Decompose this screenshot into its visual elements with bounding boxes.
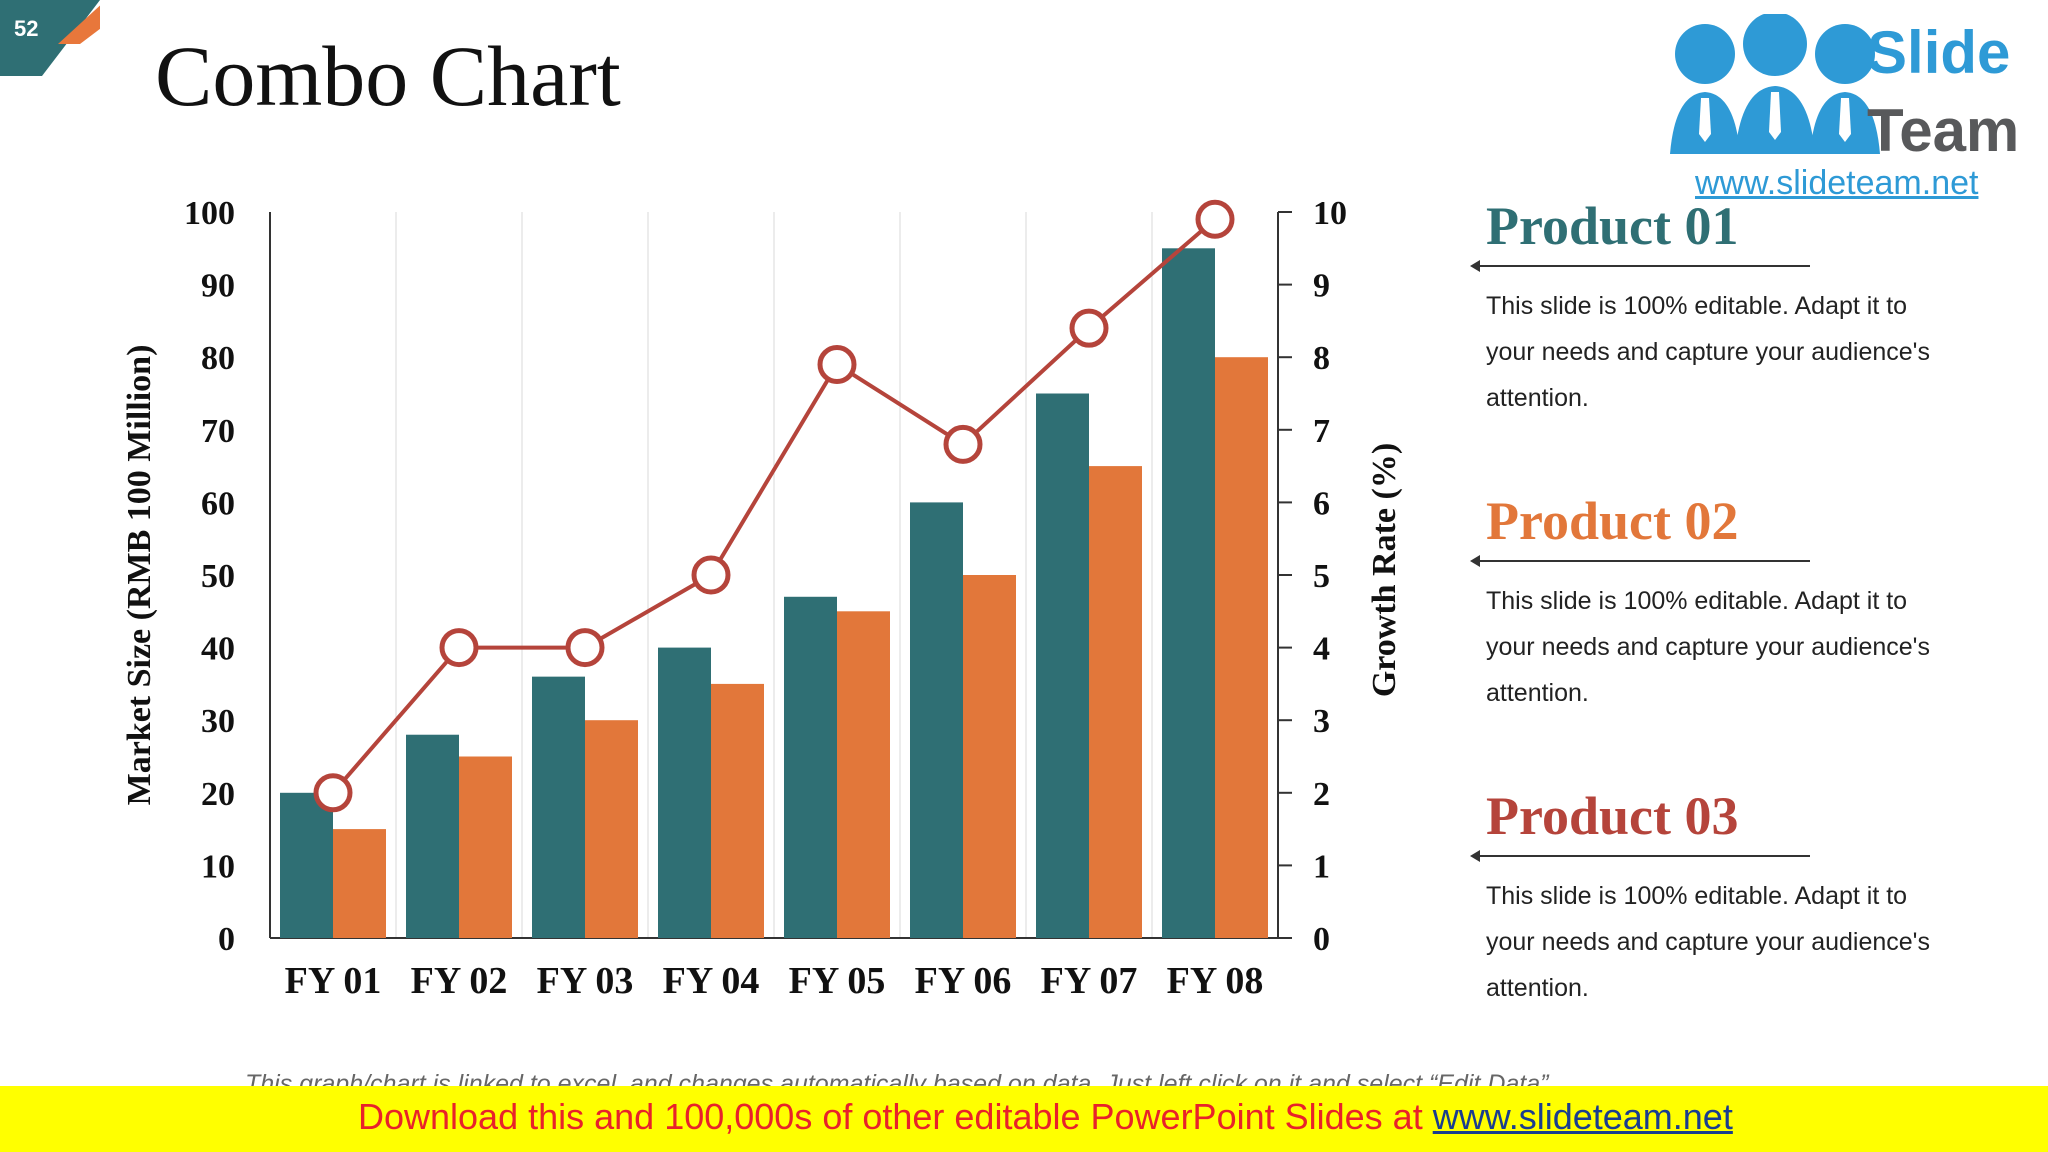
- banner-message: Download this and 100,000s of other edit…: [358, 1096, 1433, 1137]
- bar-series-1: [1162, 248, 1215, 939]
- growth-rate-point: [817, 344, 857, 384]
- bar-series-2: [837, 611, 890, 938]
- slide-number-tab-teal: [0, 0, 100, 76]
- growth-rate-point: [943, 424, 983, 464]
- people-group-icon: [1670, 14, 1880, 154]
- product-02-description: This slide is 100% editable. Adapt it to…: [1486, 587, 1930, 707]
- y2-tick-label: 7: [1313, 413, 1330, 450]
- growth-rate-line: [331, 217, 1217, 795]
- product-02-title: Product 02: [1486, 491, 1739, 551]
- y-tick-label: 10: [201, 848, 235, 885]
- product-02-arrow: [1470, 554, 1810, 568]
- download-banner: Download this and 100,000s of other edit…: [0, 1086, 2048, 1152]
- y2-tick-label: 9: [1313, 268, 1330, 305]
- y-tick-label: 20: [201, 776, 235, 813]
- category-label: FY 07: [1041, 960, 1138, 1002]
- category-label: FY 06: [915, 960, 1012, 1002]
- growth-rate-point: [1195, 199, 1235, 239]
- slide-number-tab: [0, 0, 100, 76]
- y-tick-label: 50: [201, 558, 235, 595]
- y-tick-label: 0: [218, 921, 235, 958]
- y-tick-label: 60: [201, 485, 235, 522]
- slideteam-logo[interactable]: Slide Team www.slideteam.net: [1645, 6, 2045, 202]
- bar-series-2: [963, 575, 1016, 938]
- y2-tick-label: 0: [1313, 921, 1330, 958]
- category-label: FY 01: [285, 960, 382, 1002]
- slide-number-tab-orange: [58, 5, 100, 44]
- y-tick-label: 90: [201, 268, 235, 305]
- bar-series-1: [406, 734, 459, 938]
- banner-link[interactable]: www.slideteam.net: [1432, 1096, 1733, 1137]
- bar-series-1: [658, 647, 711, 938]
- category-label: FY 05: [789, 960, 886, 1002]
- y2-tick-label: 5: [1313, 558, 1330, 595]
- bar-series-2: [1215, 357, 1268, 938]
- banner-text: Download this and 100,000s of other edit…: [358, 1096, 1733, 1138]
- growth-rate-point: [439, 628, 479, 668]
- bar-series-2: [711, 683, 764, 938]
- product-01-arrow: [1470, 259, 1810, 273]
- category-label: FY 04: [663, 960, 760, 1002]
- bar-series-2: [459, 756, 512, 938]
- product-02-block: Product 02 This slide is 100% editable. …: [1470, 490, 1940, 716]
- y2-tick-label: 6: [1313, 485, 1330, 522]
- y2-tick-label: 1: [1313, 848, 1330, 885]
- product-03-description: This slide is 100% editable. Adapt it to…: [1486, 882, 1930, 1002]
- bar-series-2: [333, 829, 386, 938]
- y2-tick-label: 10: [1313, 195, 1347, 232]
- y-tick-label: 30: [201, 703, 235, 740]
- bar-series-1: [532, 676, 585, 938]
- growth-rate-point: [1069, 308, 1109, 348]
- y2-axis-title: Growth Rate (%): [1366, 443, 1403, 697]
- logo-brand-team: Team: [1867, 97, 2020, 164]
- y2-tick-label: 4: [1313, 631, 1330, 668]
- y-axis-title: Market Size (RMB 100 Million): [121, 345, 158, 806]
- logo-url-link[interactable]: www.slideteam.net: [1695, 164, 1979, 202]
- bar-series-1: [280, 792, 333, 938]
- y-tick-label: 100: [184, 195, 235, 232]
- product-03-title: Product 03: [1486, 786, 1739, 846]
- category-label: FY 02: [411, 960, 508, 1002]
- logo-brand-slide: Slide: [1867, 19, 2011, 86]
- product-01-description: This slide is 100% editable. Adapt it to…: [1486, 292, 1930, 412]
- y-tick-label: 40: [201, 631, 235, 668]
- slide-number: 52: [14, 16, 39, 41]
- y2-tick-label: 2: [1313, 776, 1330, 813]
- category-label: FY 08: [1167, 960, 1264, 1002]
- bar-series-2: [1089, 466, 1142, 938]
- growth-rate-point: [691, 555, 731, 595]
- growth-rate-point: [313, 773, 353, 813]
- bar-series-1: [1036, 393, 1089, 938]
- bar-series-1: [784, 596, 837, 938]
- y2-tick-label: 8: [1313, 340, 1330, 377]
- category-label: FY 03: [537, 960, 634, 1002]
- y-tick-label: 70: [201, 413, 235, 450]
- bar-series-1: [910, 502, 963, 938]
- bar-series-2: [585, 720, 638, 938]
- product-03-arrow: [1470, 849, 1810, 863]
- y-tick-label: 80: [201, 340, 235, 377]
- product-03-block: Product 03 This slide is 100% editable. …: [1470, 785, 1940, 1011]
- y2-tick-label: 3: [1313, 703, 1330, 740]
- growth-rate-point: [565, 628, 605, 668]
- product-01-title: Product 01: [1486, 196, 1739, 256]
- slide-title: Combo Chart: [155, 28, 621, 124]
- product-01-block: Product 01 This slide is 100% editable. …: [1470, 195, 1940, 421]
